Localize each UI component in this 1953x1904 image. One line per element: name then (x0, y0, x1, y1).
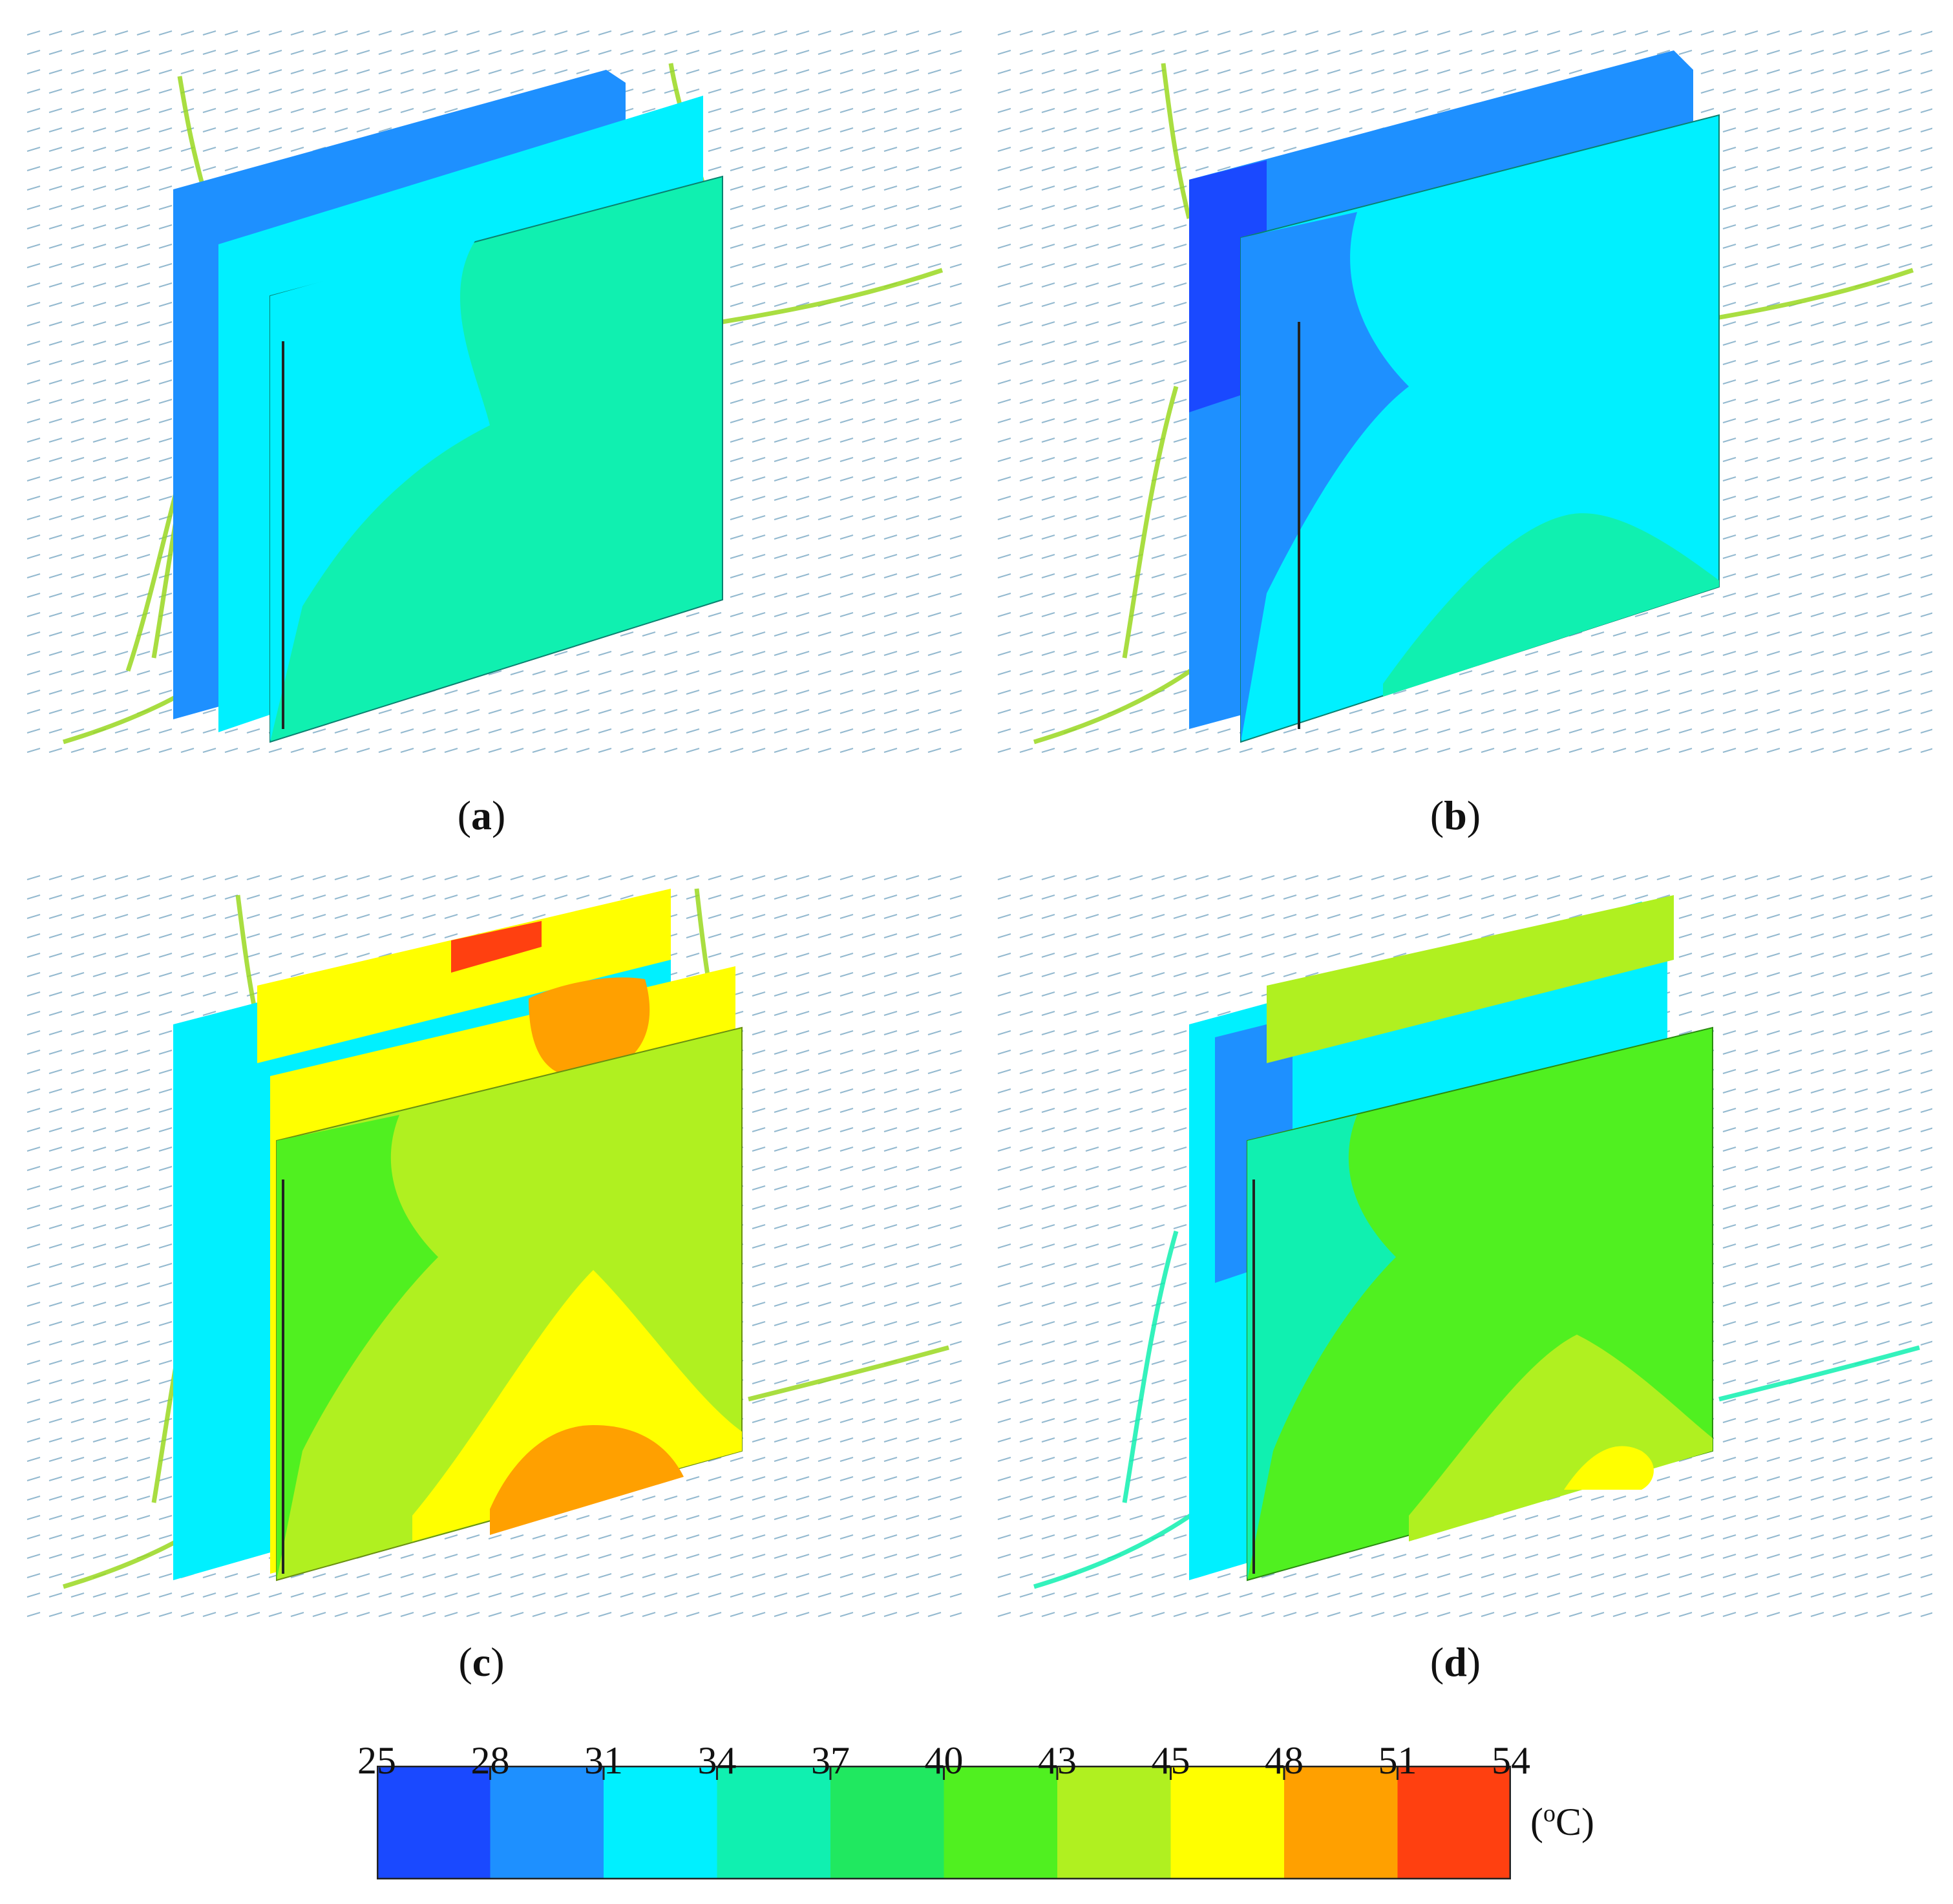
colorbar-tick-label: 34 (697, 1739, 737, 1782)
colorbar-segment (1284, 1766, 1398, 1879)
panel-d (995, 869, 1932, 1625)
contour-region (1383, 513, 1719, 697)
colorbar-tick-label: 40 (924, 1739, 964, 1782)
panel-b (995, 25, 1932, 765)
colorbar-segment (1170, 1766, 1284, 1879)
panel-c (25, 869, 962, 1625)
contour-region (1247, 1115, 1396, 1580)
contour-region (490, 1425, 684, 1535)
fin (1267, 895, 1674, 1063)
contour-region (1409, 1335, 1713, 1541)
contour-region (1241, 212, 1409, 742)
temperature-colorbar (375, 1765, 1512, 1880)
fin (257, 889, 671, 1063)
colorbar-segment (490, 1766, 604, 1879)
colorbar-tick-label: 48 (1265, 1739, 1304, 1782)
colorbar-segment (1057, 1766, 1171, 1879)
contour-region (451, 921, 542, 973)
airflow-jets (1033, 1231, 1920, 1589)
colorbar-tick-label: 51 (1378, 1739, 1417, 1782)
colorbar-segment (944, 1766, 1057, 1879)
contour-region (270, 238, 490, 742)
colorbar-unit: (oC) (1530, 1800, 1594, 1843)
colorbar-tick-label: 45 (1151, 1739, 1190, 1782)
colorbar-tick-label: 25 (357, 1739, 396, 1782)
colorbar-tick-label: 43 (1038, 1739, 1077, 1782)
colorbar-tick-label: 28 (470, 1739, 510, 1782)
colorbar-tick-label: 37 (811, 1739, 850, 1782)
contour-region (1564, 1446, 1654, 1490)
airflow-jets (1033, 63, 1914, 745)
caption-d: (d) (1430, 1639, 1481, 1685)
colorbar-segment (830, 1766, 944, 1879)
colorbar-segment (1397, 1766, 1511, 1879)
contour-region (277, 1115, 438, 1580)
colorbar-segment (717, 1766, 830, 1879)
panel-a (25, 25, 962, 765)
caption-b: (b) (1430, 792, 1481, 838)
caption-c: (c) (458, 1639, 505, 1685)
colorbar-segment (604, 1766, 717, 1879)
contour-region (529, 977, 650, 1077)
colorbar-segment (377, 1766, 491, 1879)
caption-a: (a) (457, 792, 506, 838)
colorbar-tick-label: 54 (1492, 1739, 1530, 1782)
colorbar-tick-label: 31 (584, 1739, 623, 1782)
